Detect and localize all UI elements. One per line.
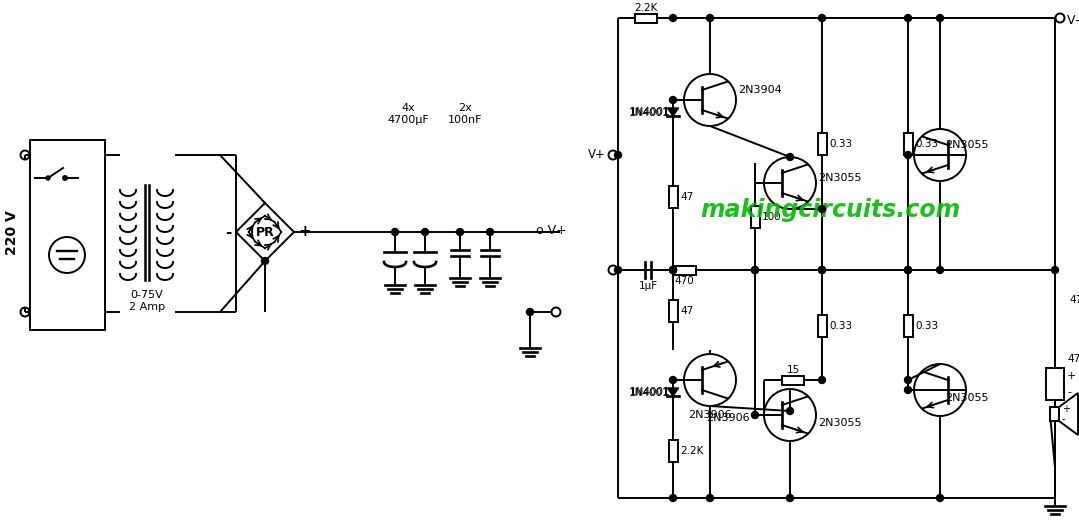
Bar <box>634 14 656 22</box>
Text: 4700μF: 4700μF <box>1069 295 1079 305</box>
Circle shape <box>937 266 943 274</box>
Text: 47: 47 <box>680 192 693 202</box>
Circle shape <box>46 176 50 180</box>
Polygon shape <box>668 108 679 116</box>
Circle shape <box>819 15 825 21</box>
Circle shape <box>819 266 825 274</box>
Text: 2N3904: 2N3904 <box>738 85 782 95</box>
Circle shape <box>669 266 677 274</box>
Text: 1N4001: 1N4001 <box>629 107 670 117</box>
Polygon shape <box>1058 393 1078 435</box>
Circle shape <box>261 257 269 265</box>
Circle shape <box>615 151 622 159</box>
Text: 2N3055: 2N3055 <box>818 173 861 183</box>
Circle shape <box>904 266 912 274</box>
Text: 2N3055: 2N3055 <box>818 418 861 428</box>
Text: -: - <box>1067 387 1071 397</box>
Circle shape <box>787 408 793 414</box>
Circle shape <box>669 376 677 384</box>
Bar <box>30 140 105 330</box>
Bar <box>669 440 678 462</box>
Circle shape <box>1052 266 1058 274</box>
Circle shape <box>487 228 493 236</box>
Circle shape <box>707 15 713 21</box>
Text: 0.33: 0.33 <box>915 139 938 149</box>
Circle shape <box>707 495 713 501</box>
Bar <box>1046 368 1064 400</box>
Bar <box>818 133 827 155</box>
Text: +: + <box>1067 371 1077 381</box>
Text: +: + <box>298 225 311 240</box>
Text: 0.33: 0.33 <box>915 321 938 331</box>
Text: 1N4001: 1N4001 <box>628 108 669 118</box>
Text: 0-75V
2 Amp: 0-75V 2 Amp <box>128 290 165 311</box>
Bar <box>669 300 678 322</box>
Bar <box>818 315 827 337</box>
Text: 2.2K: 2.2K <box>633 3 657 13</box>
Circle shape <box>669 266 677 274</box>
Circle shape <box>751 266 759 274</box>
Circle shape <box>904 266 912 274</box>
Text: 47: 47 <box>680 306 693 316</box>
Bar <box>669 186 678 208</box>
Text: 2N3906: 2N3906 <box>706 413 750 423</box>
Bar <box>782 375 804 384</box>
Text: 100: 100 <box>762 212 781 222</box>
Circle shape <box>819 266 825 274</box>
Circle shape <box>615 266 622 274</box>
Text: +: + <box>1062 404 1070 414</box>
Circle shape <box>669 495 677 501</box>
Bar <box>1050 407 1058 421</box>
Text: 1μF: 1μF <box>639 281 657 291</box>
Text: 1N4001: 1N4001 <box>628 388 669 398</box>
Circle shape <box>787 153 793 161</box>
Circle shape <box>392 228 398 236</box>
Text: 2N3906: 2N3906 <box>688 410 732 420</box>
Circle shape <box>751 411 759 419</box>
Text: -: - <box>1062 414 1065 424</box>
Text: 220 V: 220 V <box>5 211 19 255</box>
Circle shape <box>904 151 912 159</box>
Circle shape <box>527 308 533 316</box>
Text: 0.33: 0.33 <box>829 321 852 331</box>
Circle shape <box>904 376 912 384</box>
Bar <box>903 133 913 155</box>
Text: 2.2K: 2.2K <box>680 446 704 456</box>
Text: 0.33: 0.33 <box>829 139 852 149</box>
Text: 2N3055: 2N3055 <box>945 393 988 403</box>
Circle shape <box>422 228 428 236</box>
Text: PR: PR <box>256 226 274 239</box>
Circle shape <box>819 376 825 384</box>
Circle shape <box>937 495 943 501</box>
Text: -: - <box>226 225 232 240</box>
Text: V+: V+ <box>588 149 606 162</box>
Circle shape <box>904 15 912 21</box>
Text: 4x
4700μF: 4x 4700μF <box>387 103 428 125</box>
Circle shape <box>669 15 677 21</box>
Bar <box>673 266 696 275</box>
Bar <box>644 261 646 279</box>
Circle shape <box>751 266 759 274</box>
Circle shape <box>819 205 825 213</box>
Bar <box>751 205 760 228</box>
Text: 15: 15 <box>787 365 800 375</box>
Bar <box>650 261 652 279</box>
Text: V+: V+ <box>1067 14 1079 27</box>
Text: o V+: o V+ <box>536 224 566 237</box>
Circle shape <box>669 266 677 274</box>
Text: 470: 470 <box>674 276 695 286</box>
Polygon shape <box>668 388 679 396</box>
Text: 1N4001: 1N4001 <box>629 387 670 397</box>
Bar <box>903 315 913 337</box>
Circle shape <box>904 386 912 394</box>
Text: 2N3055: 2N3055 <box>945 140 988 150</box>
Circle shape <box>456 228 464 236</box>
Circle shape <box>787 495 793 501</box>
Text: 2x
100nF: 2x 100nF <box>448 103 482 125</box>
Text: makingcircuits.com: makingcircuits.com <box>700 198 960 222</box>
Circle shape <box>669 97 677 103</box>
Text: 4700μF: 4700μF <box>1067 354 1079 364</box>
Circle shape <box>937 15 943 21</box>
